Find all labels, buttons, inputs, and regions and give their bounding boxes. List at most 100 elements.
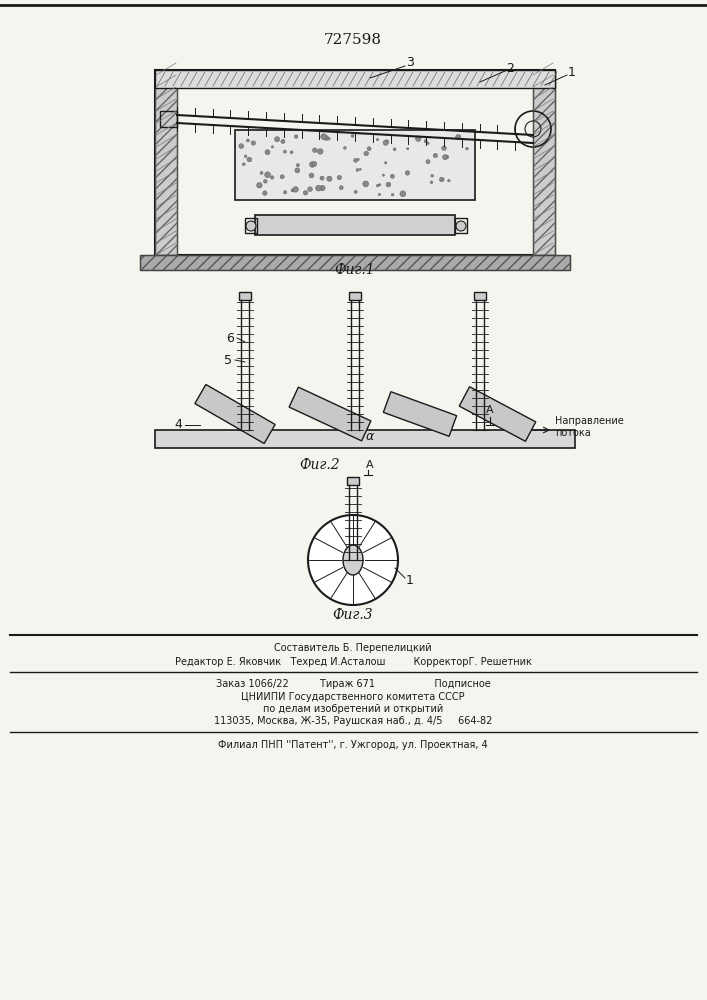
Circle shape	[382, 174, 385, 176]
Circle shape	[247, 157, 252, 162]
Circle shape	[294, 135, 298, 138]
Text: Фиг.1: Фиг.1	[334, 263, 375, 277]
Bar	[245, 218, 257, 233]
Text: Фиг.3: Фиг.3	[333, 608, 373, 622]
Circle shape	[317, 149, 323, 154]
Circle shape	[296, 164, 300, 167]
Circle shape	[284, 150, 286, 153]
Circle shape	[427, 142, 429, 144]
Circle shape	[264, 172, 271, 178]
Bar	[235, 130, 475, 200]
Circle shape	[337, 175, 341, 180]
Bar	[140, 255, 570, 270]
Bar	[239, 292, 251, 300]
Circle shape	[416, 136, 421, 141]
Circle shape	[385, 162, 387, 164]
Text: ЦНИИПИ Государственного комитета СССР: ЦНИИПИ Государственного комитета СССР	[241, 692, 464, 702]
Bar	[160, 111, 177, 127]
Circle shape	[247, 139, 250, 142]
Circle shape	[357, 158, 359, 161]
Circle shape	[320, 176, 324, 180]
Text: α: α	[366, 430, 374, 444]
Circle shape	[376, 184, 379, 187]
Bar	[255, 215, 455, 235]
Circle shape	[354, 158, 358, 162]
Circle shape	[430, 181, 433, 184]
Circle shape	[291, 189, 294, 192]
Circle shape	[367, 147, 371, 151]
Circle shape	[391, 193, 394, 196]
Text: Фиг.2: Фиг.2	[300, 458, 340, 472]
Text: по делам изобретений и открытий: по делам изобретений и открытий	[263, 704, 443, 714]
Bar	[347, 477, 359, 485]
Text: 1: 1	[568, 66, 576, 79]
Circle shape	[407, 148, 409, 150]
Bar	[155, 70, 177, 255]
Circle shape	[383, 140, 388, 145]
Circle shape	[293, 187, 298, 192]
Circle shape	[351, 134, 354, 137]
Circle shape	[359, 168, 361, 170]
Circle shape	[295, 168, 300, 173]
Bar	[533, 70, 555, 255]
Circle shape	[456, 221, 466, 231]
Circle shape	[260, 171, 263, 174]
Bar	[383, 392, 457, 436]
Text: Направление
потока: Направление потока	[555, 416, 624, 438]
Circle shape	[281, 139, 285, 144]
Bar	[155, 430, 575, 448]
Circle shape	[320, 185, 325, 191]
Circle shape	[376, 139, 379, 141]
Circle shape	[440, 177, 444, 182]
Circle shape	[433, 153, 438, 158]
Circle shape	[312, 161, 317, 166]
Circle shape	[431, 174, 433, 177]
Circle shape	[455, 134, 461, 140]
Circle shape	[321, 134, 327, 140]
Bar	[195, 384, 275, 444]
Circle shape	[426, 160, 430, 164]
Bar	[533, 70, 555, 255]
Circle shape	[379, 184, 381, 186]
Circle shape	[308, 515, 398, 605]
Circle shape	[246, 221, 256, 231]
Circle shape	[327, 138, 330, 140]
Circle shape	[280, 175, 284, 179]
Circle shape	[364, 151, 368, 156]
Bar	[140, 255, 570, 270]
Circle shape	[393, 148, 396, 151]
Text: 727598: 727598	[324, 33, 382, 47]
Text: 3: 3	[406, 55, 414, 68]
Circle shape	[251, 141, 255, 145]
Circle shape	[339, 186, 343, 190]
Bar	[155, 70, 555, 88]
Circle shape	[270, 176, 274, 179]
Bar	[155, 70, 177, 255]
Circle shape	[356, 169, 359, 171]
Circle shape	[308, 187, 312, 192]
Circle shape	[405, 171, 410, 175]
Circle shape	[315, 185, 321, 191]
Text: 1: 1	[406, 574, 414, 586]
Circle shape	[324, 135, 329, 140]
Ellipse shape	[343, 545, 363, 575]
Bar	[349, 292, 361, 300]
Circle shape	[244, 155, 247, 158]
Circle shape	[386, 182, 391, 187]
Bar	[460, 387, 536, 441]
Circle shape	[239, 144, 244, 148]
Circle shape	[262, 191, 267, 195]
Circle shape	[327, 176, 332, 181]
Bar	[455, 218, 467, 233]
Circle shape	[271, 146, 274, 148]
Circle shape	[303, 191, 308, 195]
Bar	[289, 387, 371, 441]
Circle shape	[363, 181, 368, 187]
Bar	[474, 292, 486, 300]
Text: 113035, Москва, Ж-35, Раушская наб., д. 4/5     664-82: 113035, Москва, Ж-35, Раушская наб., д. …	[214, 716, 492, 726]
Circle shape	[284, 191, 287, 194]
Circle shape	[309, 173, 314, 178]
Circle shape	[400, 191, 406, 197]
Circle shape	[442, 146, 446, 150]
Circle shape	[443, 155, 448, 160]
